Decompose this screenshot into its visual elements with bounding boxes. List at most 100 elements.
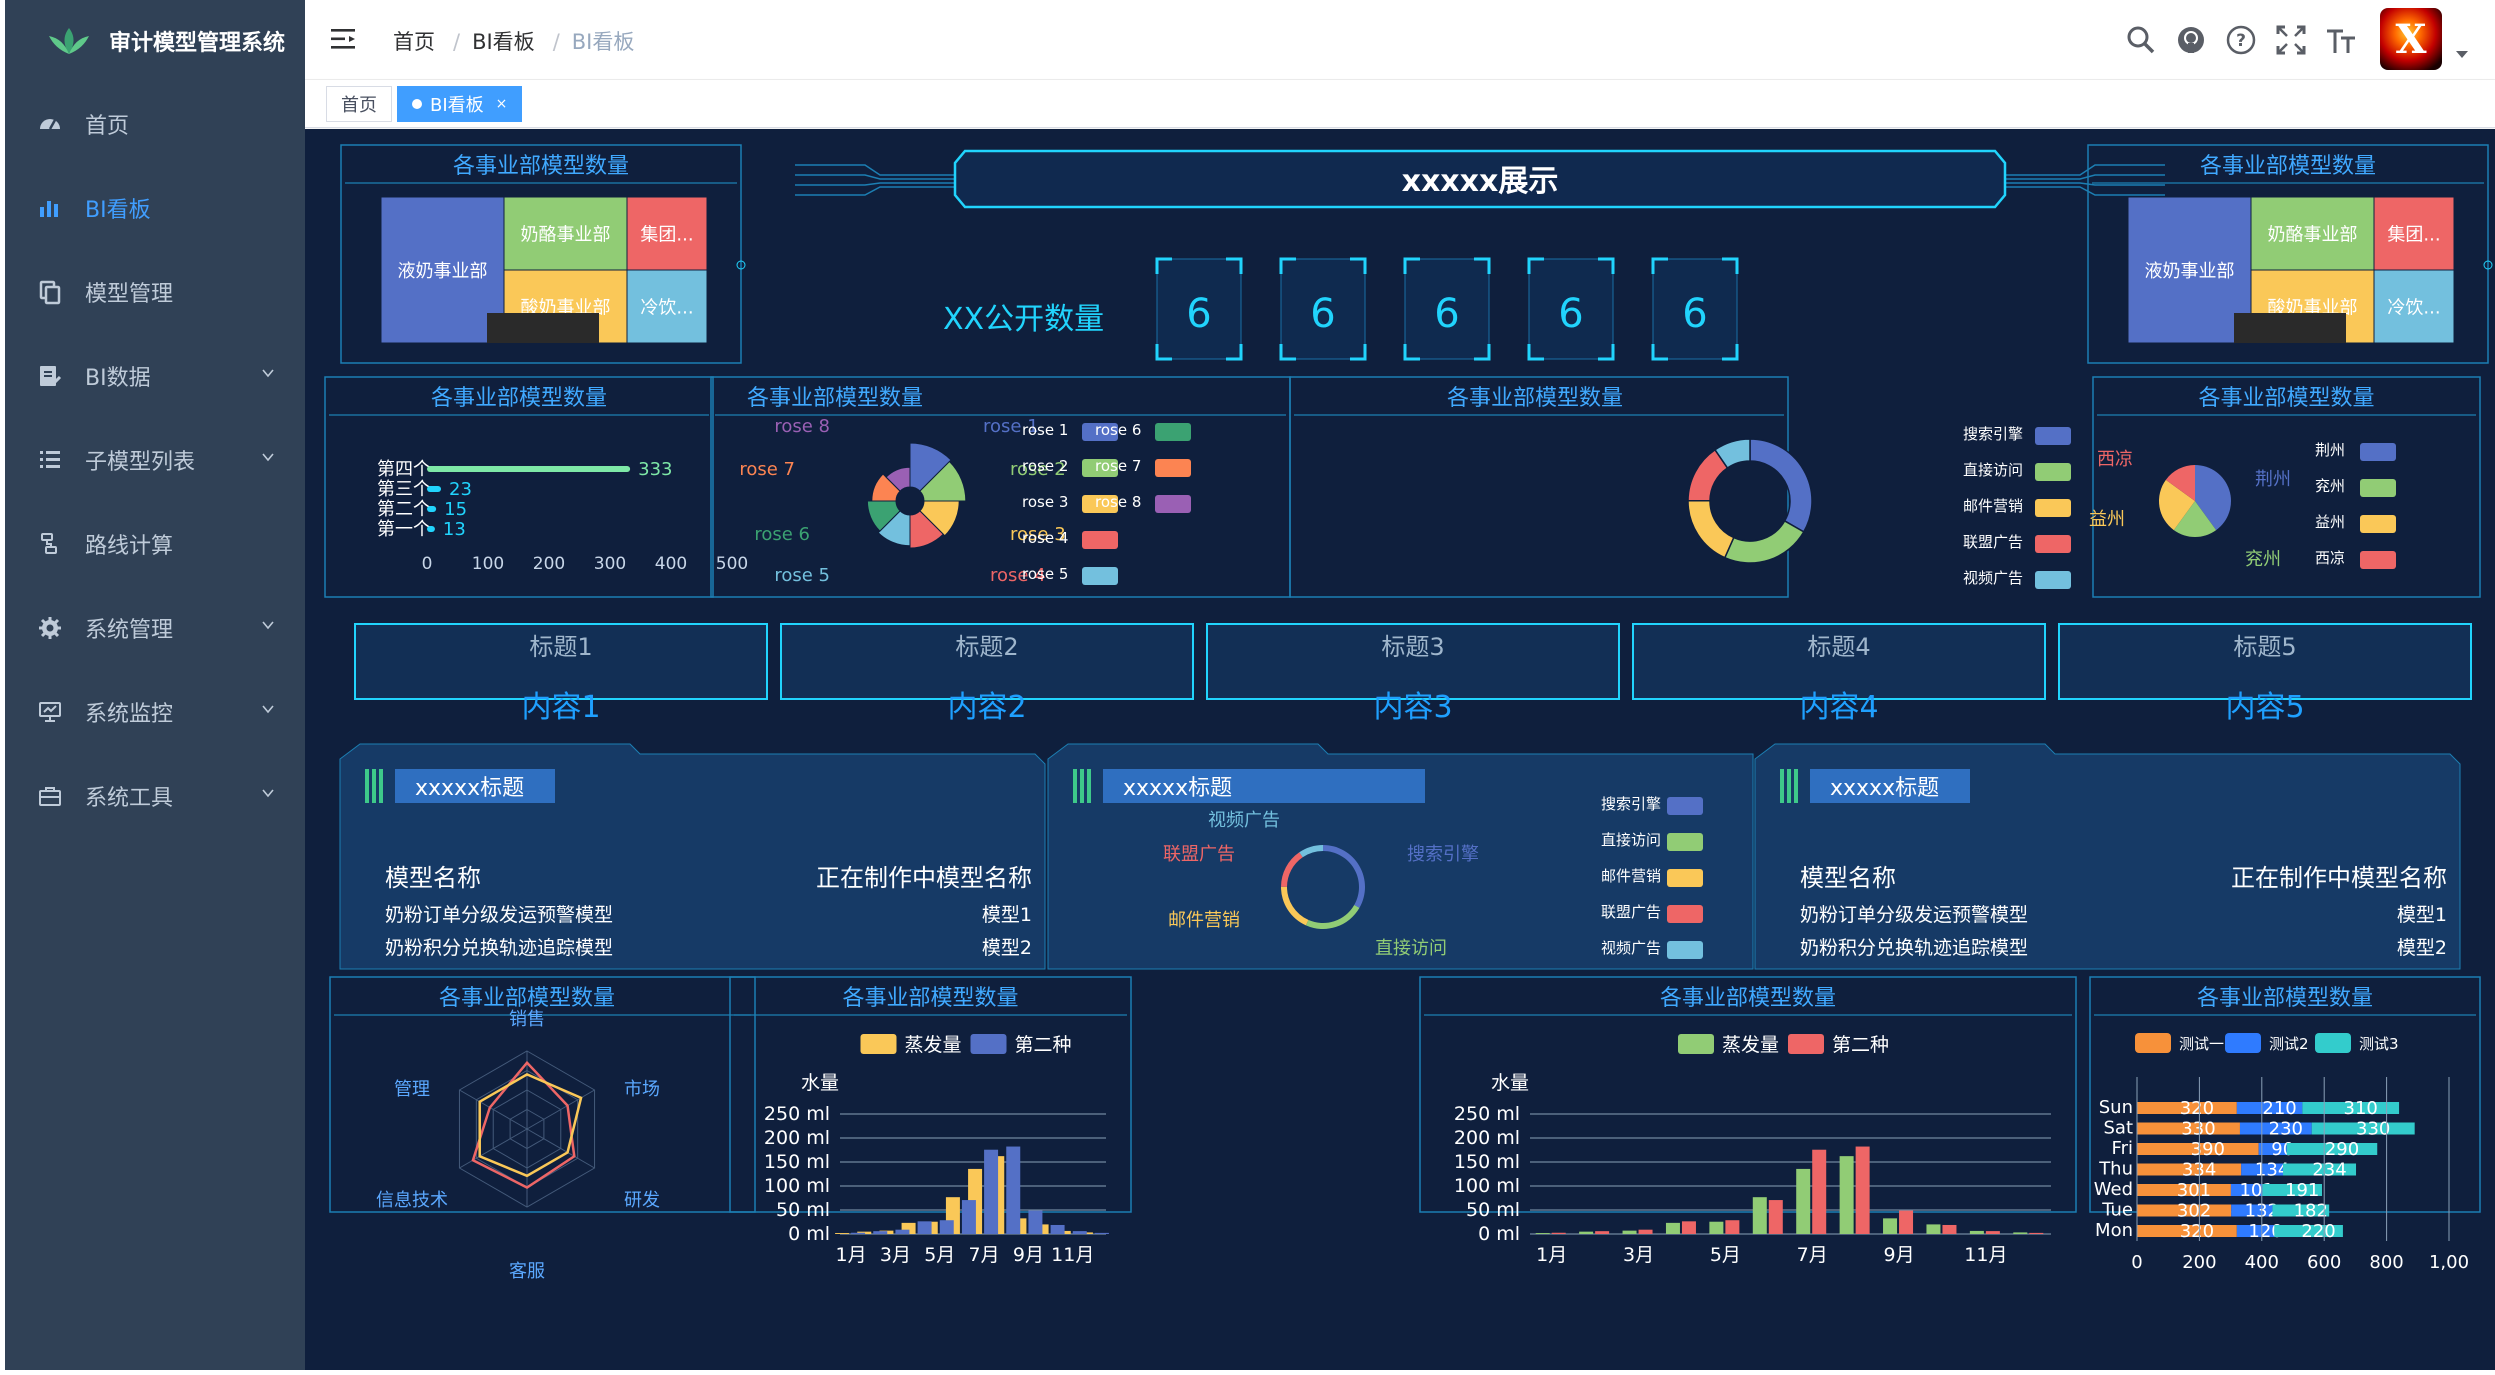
search-icon[interactable] xyxy=(2125,24,2157,56)
breadcrumb-home[interactable]: 首页 xyxy=(393,30,435,54)
stacked-value: 320 xyxy=(2180,1098,2214,1119)
stacked-bar xyxy=(2137,1122,2240,1135)
stacked-category: Thu xyxy=(2098,1159,2133,1180)
donut-slice xyxy=(1713,438,1751,470)
digit-corner xyxy=(1155,344,1172,361)
panel-border xyxy=(329,976,756,1213)
menu-system-manage[interactable]: 系统管理 xyxy=(5,586,305,670)
font-size-icon[interactable] xyxy=(2325,24,2357,56)
menu-route-calc[interactable]: 路线计算 xyxy=(5,502,305,586)
card-model-name: 奶粉订单分级发运预警模型 xyxy=(385,904,613,926)
panel-title: 各事业部模型数量 xyxy=(747,386,923,411)
menu-model-manage[interactable]: 模型管理 xyxy=(5,250,305,334)
header-title-frame xyxy=(953,149,2007,209)
vbar-bar xyxy=(1050,1224,1065,1234)
panel-title: 各事业部模型数量 xyxy=(2197,986,2373,1011)
stacked-bar xyxy=(2137,1143,2259,1155)
donut-slice xyxy=(1299,845,1323,858)
rose-label: rose 5 xyxy=(774,565,830,586)
vbar-bar xyxy=(2013,1232,2028,1234)
vbar-bar xyxy=(1883,1218,1898,1234)
resize-handle xyxy=(736,260,746,270)
card-col2-header: 正在制作中模型名称 xyxy=(816,864,1032,892)
rose-legend-label: rose 7 xyxy=(1095,457,1141,475)
rose-label: rose 1 xyxy=(983,416,1039,437)
pie-label: 益州 xyxy=(2089,509,2125,530)
count-digit-box xyxy=(1156,258,1242,360)
panel-border xyxy=(324,376,714,598)
chevron-down-icon xyxy=(262,369,274,378)
stacked-category: Wed xyxy=(2094,1179,2133,1200)
stacked-bar xyxy=(2236,1225,2275,1237)
stacked-value: 320 xyxy=(2180,1221,2214,1242)
donut-legend-swatch xyxy=(2035,463,2071,481)
breadcrumb-bi[interactable]: BI看板 xyxy=(472,30,535,54)
vbar-ylabel: 水量 xyxy=(801,1072,839,1094)
stacked-value: 301 xyxy=(2177,1180,2211,1201)
rose-slice xyxy=(866,500,901,532)
count-label: XX公开数量 xyxy=(943,302,1104,337)
hbar-bar xyxy=(427,486,442,492)
menu-submodel-list[interactable]: 子模型列表 xyxy=(5,418,305,502)
panel-title: 各事业部模型数量 xyxy=(842,986,1018,1011)
stacked-xtick: 800 xyxy=(2369,1252,2403,1273)
hbar-value: 13 xyxy=(443,519,466,540)
card-stripe xyxy=(1787,769,1791,803)
donut-legend-label: 联盟广告 xyxy=(1601,903,1661,921)
vbar-legend-swatch xyxy=(1788,1034,1824,1054)
vbar-xtick: 3月 xyxy=(1623,1244,1654,1266)
hbar-tick: 200 xyxy=(533,554,565,574)
github-icon[interactable] xyxy=(2175,24,2207,56)
vbar-bar xyxy=(895,1229,910,1234)
panel-border xyxy=(340,144,742,364)
vbar-xtick: 1月 xyxy=(836,1244,867,1266)
tag-bi[interactable]: BI看板 × xyxy=(397,86,523,122)
vbar-legend-label: 蒸发量 xyxy=(1722,1034,1779,1056)
edit-doc-icon xyxy=(40,366,62,387)
close-icon[interactable]: × xyxy=(495,96,508,112)
help-icon[interactable]: ? xyxy=(2225,24,2257,56)
vbar-xtick: 9月 xyxy=(1883,1244,1914,1266)
vbar-bar xyxy=(1709,1221,1724,1234)
menu-system-tools[interactable]: 系统工具 xyxy=(5,754,305,838)
donut-legend-swatch xyxy=(2035,499,2071,517)
digit-corner xyxy=(1651,257,1668,274)
radar-indicator: 研发 xyxy=(624,1190,660,1211)
donut-legend-swatch xyxy=(2035,535,2071,553)
vbar-ytick: 50 ml xyxy=(1466,1199,1520,1221)
card-stripe xyxy=(1073,769,1077,803)
menu-home[interactable]: 首页 xyxy=(5,82,305,166)
resize-handle xyxy=(2483,260,2493,270)
pie-legend-swatch xyxy=(2360,551,2396,569)
vbar-xtick: 9月 xyxy=(1013,1244,1044,1266)
tag-home[interactable]: 首页 xyxy=(326,86,392,122)
menu-bi-data[interactable]: BI数据 xyxy=(5,334,305,418)
pie-label: 西凉 xyxy=(2097,449,2133,470)
stacked-value: 234 xyxy=(2312,1160,2346,1181)
hamburger-icon[interactable] xyxy=(331,27,357,51)
stacked-value: 210 xyxy=(2262,1098,2296,1119)
vbar-bar xyxy=(835,1233,850,1234)
digit-corner xyxy=(1651,344,1668,361)
caret-down-icon[interactable] xyxy=(2455,50,2469,60)
vbar-bar xyxy=(1579,1231,1594,1234)
fullscreen-icon[interactable] xyxy=(2275,24,2307,56)
radar-indicator: 市场 xyxy=(624,1079,660,1100)
menu-system-monitor[interactable]: 系统监控 xyxy=(5,670,305,754)
vbar-bar xyxy=(2029,1232,2044,1234)
stacked-xtick: 200 xyxy=(2182,1252,2216,1273)
treemap-tooltip xyxy=(487,313,599,343)
pie-legend-label: 兖州 xyxy=(2315,477,2345,495)
menu-bi-board[interactable]: BI看板 xyxy=(5,166,305,250)
pie-legend-label: 西凉 xyxy=(2315,549,2345,567)
rose-slice xyxy=(919,500,960,537)
treemap-cell xyxy=(2373,269,2455,344)
chevron-down-icon xyxy=(262,789,274,798)
rose-legend-swatch xyxy=(1155,495,1191,513)
donut-legend-swatch xyxy=(1667,941,1703,959)
vbar-ytick: 100 ml xyxy=(764,1175,830,1197)
avatar[interactable]: X xyxy=(2380,8,2442,70)
radar-spoke xyxy=(459,1128,528,1169)
